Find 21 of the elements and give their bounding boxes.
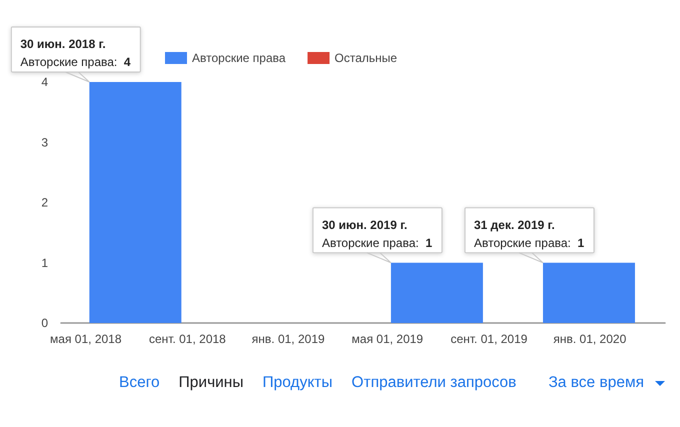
annotation: 30 июн. 2019 г. Авторские права: 1 [322,218,432,250]
x-tick-label: сент. 01, 2019 [450,332,528,346]
annotation: 31 дек. 2019 г. Авторские права: 1 [474,218,585,250]
x-tick-label: мая 01, 2019 [352,332,424,346]
annotation: 30 июн. 2018 г. Авторские права: 4 [20,37,131,69]
x-tick-label: мая 01, 2018 [50,332,122,346]
y-tick-label: 4 [41,75,48,89]
text: Продукты [262,374,333,392]
y-tick-label: 3 [41,135,48,150]
text: За все время [548,374,644,392]
legend-label: Остальные [334,51,398,65]
text: Причины [178,374,244,392]
x-tick-label: янв. 01, 2019 [252,332,325,346]
x-tick-label: янв. 01, 2020 [553,332,627,346]
legend-label: Авторские права [192,51,286,65]
y-tick-label: 0 [41,316,48,330]
y-tick-label: 2 [41,196,48,210]
y-tick-label: 1 [41,256,48,270]
text: Всего [119,374,160,392]
x-tick-label: сент. 01, 2018 [148,332,226,346]
text: Отправители запросов [352,374,516,392]
